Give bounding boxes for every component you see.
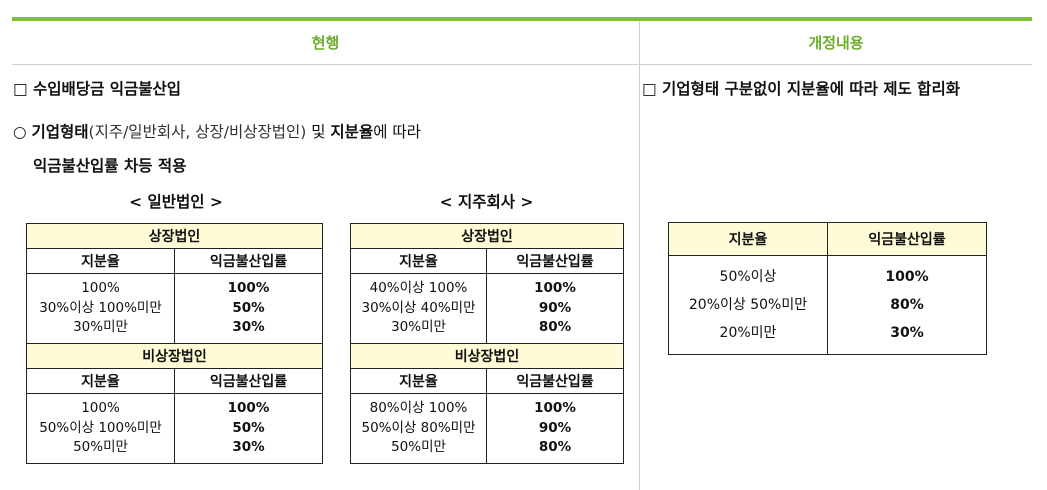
rate-value: 90% bbox=[538, 419, 572, 436]
revised-share-cell: 50%이상 20%이상 50%미만 20%미만 bbox=[668, 255, 828, 355]
rate-column-header: 익금불산입률 bbox=[486, 368, 624, 394]
current-bullet-line-2: 익금불산입률 차등 적용 bbox=[33, 157, 187, 175]
share-value: 50%미만 bbox=[73, 439, 128, 456]
revised-table: 지분율 익금불산입률 50%이상 20%이상 50%미만 20%미만 100% … bbox=[668, 222, 987, 355]
share-value: 50%미만 bbox=[391, 439, 446, 456]
rate-value: 100% bbox=[227, 280, 270, 297]
rate-column-header: 익금불산입률 bbox=[486, 248, 624, 274]
rate-value: 100% bbox=[227, 400, 270, 417]
rate-value: 30% bbox=[890, 325, 924, 341]
general-corp-title: < 일반법인 > bbox=[129, 193, 223, 211]
share-column-header: 지분율 bbox=[350, 368, 487, 394]
bullet-connector: 및 bbox=[306, 123, 331, 141]
rate-column-header: 익금불산입률 bbox=[827, 222, 987, 256]
unlisted-rate-cell: 100% 90% 80% bbox=[486, 393, 624, 464]
unlisted-share-cell: 80%이상 100% 50%이상 80%미만 50%미만 bbox=[350, 393, 487, 464]
rate-value: 100% bbox=[534, 400, 576, 417]
rate-value: 90% bbox=[538, 299, 572, 316]
listed-rate-cell: 100% 90% 80% bbox=[486, 273, 624, 344]
share-column-header: 지분율 bbox=[26, 368, 175, 394]
rate-value: 80% bbox=[538, 319, 572, 336]
rate-value: 100% bbox=[885, 269, 929, 285]
revised-section-title: □ 기업형태 구분없이 지분율에 따라 제도 합리화 bbox=[642, 80, 960, 98]
rate-value: 50% bbox=[232, 419, 265, 436]
share-value: 30%미만 bbox=[391, 319, 446, 336]
share-column-header: 지분율 bbox=[26, 248, 175, 274]
rate-value: 50% bbox=[232, 299, 265, 316]
share-value: 30%이상 100%미만 bbox=[39, 299, 162, 316]
share-value: 20%미만 bbox=[719, 325, 777, 341]
revised-rate-cell: 100% 80% 30% bbox=[827, 255, 987, 355]
share-column-header: 지분율 bbox=[350, 248, 487, 274]
share-column-header: 지분율 bbox=[668, 222, 828, 256]
rate-value: 30% bbox=[232, 319, 265, 336]
holding-company-title: < 지주회사 > bbox=[439, 193, 534, 211]
share-value: 30%미만 bbox=[73, 319, 128, 336]
bullet-parenthetical: (지주/일반회사, 상장/비상장법인) bbox=[88, 123, 307, 141]
current-section-title: □ 수입배당금 익금불산입 bbox=[13, 80, 182, 98]
listed-rate-cell: 100% 50% 30% bbox=[174, 273, 323, 344]
share-value: 40%이상 100% bbox=[369, 280, 468, 297]
rate-value: 80% bbox=[538, 439, 572, 456]
top-green-rule bbox=[12, 17, 1032, 21]
bullet-emphasis-entity-type: 기업형태 bbox=[31, 123, 89, 141]
share-value: 80%이상 100% bbox=[369, 400, 468, 417]
bullet-mark: ○ bbox=[13, 123, 27, 141]
rate-value: 80% bbox=[890, 297, 924, 313]
listed-share-cell: 100% 30%이상 100%미만 30%미만 bbox=[26, 273, 175, 344]
holding-company-table: 상장법인 지분율 익금불산입률 40%이상 100% 30%이상 40%미만 3… bbox=[350, 223, 624, 464]
unlisted-header: 비상장법인 bbox=[350, 343, 624, 369]
listed-header: 상장법인 bbox=[26, 223, 323, 249]
share-value: 30%이상 40%미만 bbox=[361, 299, 476, 316]
bullet-tail: 에 따라 bbox=[373, 123, 421, 141]
general-corp-table: 상장법인 지분율 익금불산입률 100% 30%이상 100%미만 30%미만 … bbox=[26, 223, 323, 464]
share-value: 20%이상 50%미만 bbox=[688, 297, 808, 313]
rate-value: 100% bbox=[534, 280, 576, 297]
listed-share-cell: 40%이상 100% 30%이상 40%미만 30%미만 bbox=[350, 273, 487, 344]
share-value: 50%이상 100%미만 bbox=[39, 419, 162, 436]
unlisted-rate-cell: 100% 50% 30% bbox=[174, 393, 323, 464]
unlisted-header: 비상장법인 bbox=[26, 343, 323, 369]
current-column-header: 현행 bbox=[311, 34, 340, 52]
unlisted-share-cell: 100% 50%이상 100%미만 50%미만 bbox=[26, 393, 175, 464]
header-divider bbox=[12, 64, 1032, 65]
rate-column-header: 익금불산입률 bbox=[174, 368, 323, 394]
revised-column-header: 개정내용 bbox=[808, 34, 864, 52]
share-value: 50%이상 80%미만 bbox=[361, 419, 476, 436]
share-value: 50%이상 bbox=[719, 269, 777, 285]
current-bullet-line: ○ 기업형태(지주/일반회사, 상장/비상장법인) 및 지분율에 따라 bbox=[13, 122, 421, 142]
column-divider bbox=[639, 21, 640, 490]
rate-value: 30% bbox=[232, 439, 265, 456]
bullet-emphasis-share-ratio: 지분율 bbox=[330, 123, 374, 141]
share-value: 100% bbox=[81, 400, 120, 417]
rate-column-header: 익금불산입률 bbox=[174, 248, 323, 274]
share-value: 100% bbox=[81, 280, 120, 297]
listed-header: 상장법인 bbox=[350, 223, 624, 249]
